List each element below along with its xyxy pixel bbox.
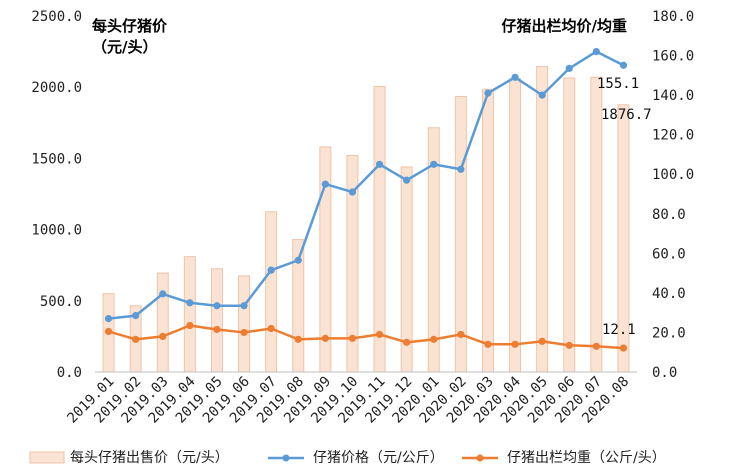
price-point: [375, 160, 384, 168]
price-point: [132, 312, 140, 320]
right-tick-label: 40.0: [652, 286, 686, 302]
legend-label-price: 仔猪价格（元/公斤）: [313, 450, 444, 466]
weight-point: [104, 327, 113, 336]
price-point: [403, 176, 411, 184]
price-point: [348, 188, 357, 196]
bar: [210, 268, 223, 373]
weight-point: [619, 344, 628, 352]
left-tick-label: 500.0: [40, 294, 82, 310]
price-point: [267, 266, 275, 274]
price-point: [213, 302, 221, 310]
annotation-price-last: 155.1: [597, 76, 639, 92]
price-point: [592, 48, 600, 56]
left-tick-label: 2500.0: [31, 9, 82, 25]
bar: [536, 66, 549, 373]
weight-point: [213, 325, 221, 334]
weight-point: [565, 341, 573, 349]
legend-swatch-bar: [29, 451, 65, 464]
right-tick-label: 160.0: [652, 49, 694, 65]
weight-point: [538, 337, 546, 345]
left-tick-label: 2000.0: [31, 80, 82, 96]
price-point: [186, 299, 194, 307]
bar: [481, 88, 494, 373]
weight-point: [403, 338, 411, 346]
price-point: [159, 290, 167, 298]
line-series: [104, 48, 628, 352]
right-tick-label: 180.0: [652, 9, 694, 25]
weight-point: [511, 340, 519, 348]
weight-point: [375, 330, 384, 339]
right-tick-label: 140.0: [652, 88, 694, 104]
left-tick-label: 1000.0: [31, 223, 82, 239]
bar: [509, 78, 522, 373]
left-tick-label: 1500.0: [31, 151, 82, 167]
price-point: [240, 302, 248, 310]
left-axis: 0.0 500.0 1000.0 1500.0 2000.0 2500.0: [31, 9, 82, 381]
annotation-bar-last: 1876.7: [601, 107, 652, 123]
price-point: [538, 91, 546, 99]
bar: [454, 95, 467, 373]
right-tick-label: 100.0: [652, 167, 694, 183]
right-tick-label: 0.0: [652, 365, 677, 381]
right-tick-label: 20.0: [652, 325, 686, 341]
left-axis-title-line2: （元/头）: [92, 38, 157, 56]
legend-swatch-price-marker: [282, 454, 290, 462]
weight-point: [159, 332, 167, 340]
weight-point: [348, 334, 357, 342]
bar: [373, 85, 386, 373]
left-axis-title-line1: 每头仔猪价: [92, 17, 168, 35]
bar: [238, 275, 251, 373]
price-point: [294, 256, 302, 264]
bar: [563, 77, 576, 373]
price-point: [511, 73, 519, 81]
annotation-weight-last: 12.1: [602, 322, 636, 338]
x-axis-ticks: 2019.012019.022019.032019.042019.052019.…: [64, 374, 632, 427]
legend-label-weight: 仔猪出栏均重（公斤/头）: [507, 450, 666, 466]
right-tick-label: 80.0: [652, 207, 686, 223]
weight-point: [186, 321, 194, 330]
weight-point: [457, 330, 465, 339]
left-tick-label: 0.0: [57, 365, 82, 381]
weight-line: [108, 324, 624, 350]
price-point: [104, 315, 113, 323]
weight-point: [321, 334, 329, 342]
bar: [265, 211, 278, 373]
legend-label-bar: 每头仔猪出售价（元/头）: [70, 450, 229, 466]
bar: [183, 256, 196, 373]
price-point: [457, 165, 465, 173]
price-point: [321, 180, 329, 188]
right-tick-label: 120.0: [652, 128, 694, 144]
price-line: [108, 50, 625, 320]
price-point: [430, 160, 438, 168]
bar-series: [102, 66, 630, 373]
bar: [156, 272, 169, 373]
right-tick-label: 60.0: [652, 246, 686, 262]
right-axis: 0.0 20.0 40.0 60.0 80.0 100.0 120.0 140.0 160.0 1…: [652, 9, 694, 381]
weight-point: [592, 342, 600, 350]
price-point: [565, 64, 573, 73]
weight-point: [484, 340, 492, 348]
weight-point: [267, 324, 275, 333]
price-point: [484, 89, 492, 97]
weight-point: [240, 328, 248, 337]
weight-point: [430, 335, 438, 343]
price-point: [619, 61, 628, 69]
legend: 每头仔猪出售价（元/头） 仔猪价格（元/公斤） 仔猪出栏均重（公斤/头）: [29, 450, 666, 466]
weight-point: [294, 335, 302, 343]
right-axis-title: 仔猪出栏均价/均重: [502, 17, 627, 35]
legend-swatch-weight-marker: [476, 454, 484, 462]
weight-point: [132, 335, 140, 343]
